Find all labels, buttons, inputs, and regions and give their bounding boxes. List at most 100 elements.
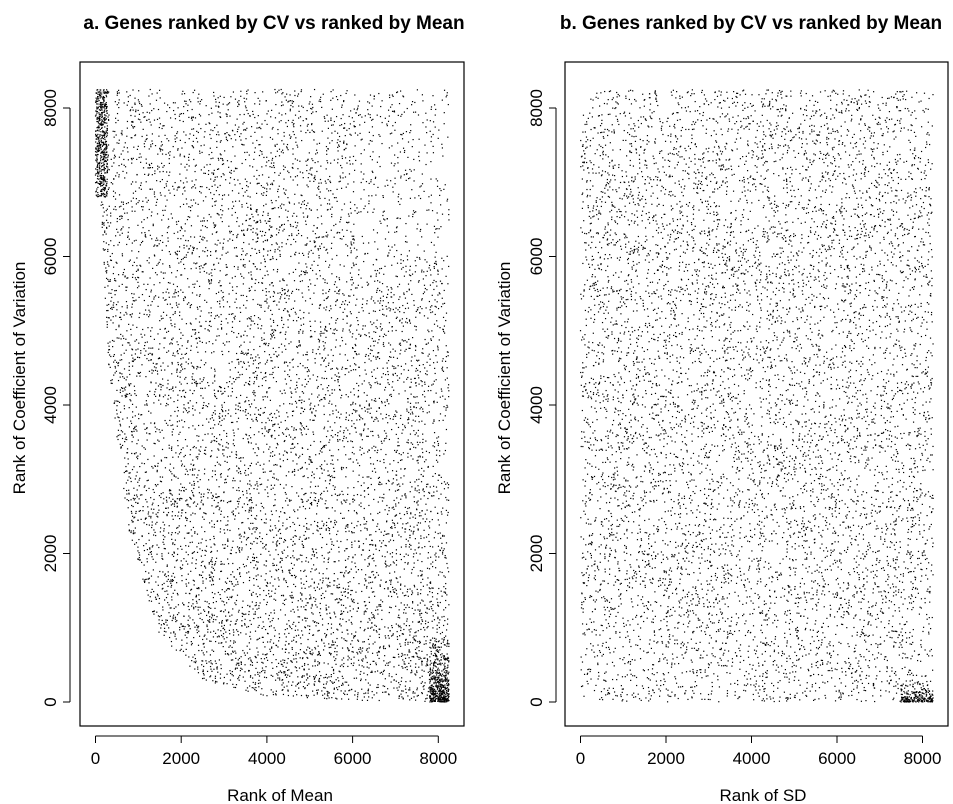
scatter-point — [328, 199, 330, 201]
scatter-point — [263, 338, 265, 340]
scatter-point — [150, 347, 152, 349]
scatter-point — [330, 189, 332, 192]
scatter-point — [445, 275, 447, 277]
scatter-point — [264, 231, 267, 234]
scatter-point — [428, 492, 431, 494]
scatter-point — [223, 563, 225, 565]
scatter-point — [301, 594, 303, 596]
scatter-point — [426, 509, 428, 511]
scatter-point — [440, 590, 442, 592]
scatter-point — [400, 365, 402, 367]
scatter-point — [265, 573, 267, 575]
scatter-point — [136, 471, 138, 473]
scatter-point — [406, 618, 408, 620]
scatter-point — [274, 578, 276, 580]
scatter-point — [128, 426, 130, 428]
scatter-point — [107, 317, 109, 319]
scatter-point — [263, 435, 266, 437]
scatter-point — [396, 479, 398, 481]
scatter-point — [105, 140, 108, 143]
scatter-point — [430, 389, 432, 392]
scatter-point — [191, 660, 193, 662]
scatter-point — [436, 285, 438, 287]
scatter-point — [248, 571, 250, 573]
scatter-point — [329, 439, 331, 441]
scatter-point — [109, 255, 111, 257]
scatter-point — [135, 349, 137, 351]
scatter-point — [180, 261, 182, 263]
scatter-point — [115, 289, 117, 292]
scatter-point — [195, 179, 197, 181]
scatter-point — [317, 630, 319, 632]
scatter-point — [341, 155, 343, 157]
scatter-point — [311, 605, 313, 607]
scatter-point — [187, 340, 189, 342]
scatter-point — [152, 545, 154, 547]
scatter-point — [352, 664, 354, 667]
scatter-point — [328, 676, 330, 678]
scatter-point — [160, 315, 162, 317]
scatter-point — [247, 352, 249, 355]
scatter-point — [138, 200, 140, 202]
scatter-point — [430, 241, 433, 244]
scatter-point — [107, 285, 109, 287]
scatter-point — [172, 337, 174, 339]
scatter-point — [187, 605, 189, 608]
scatter-point — [261, 537, 263, 540]
scatter-point — [412, 531, 414, 533]
scatter-point — [309, 628, 311, 631]
scatter-point — [219, 270, 221, 272]
scatter-point — [328, 323, 331, 325]
scatter-point — [366, 435, 368, 437]
scatter-point — [294, 114, 297, 116]
scatter-point — [216, 301, 219, 303]
scatter-point — [181, 548, 183, 550]
scatter-point — [273, 536, 275, 539]
scatter-point — [342, 467, 345, 469]
scatter-point — [336, 637, 338, 640]
scatter-point — [111, 339, 114, 342]
scatter-point — [162, 166, 164, 168]
scatter-point — [189, 206, 192, 208]
scatter-point — [334, 476, 336, 479]
scatter-point — [218, 622, 221, 624]
scatter-point — [431, 305, 433, 307]
scatter-point — [96, 108, 98, 110]
scatter-point — [219, 531, 221, 533]
scatter-point — [242, 144, 244, 146]
scatter-point — [234, 184, 236, 186]
scatter-point — [165, 205, 167, 207]
scatter-point — [238, 662, 240, 664]
scatter-point — [267, 212, 269, 214]
scatter-point — [419, 641, 421, 643]
scatter-point — [193, 379, 195, 381]
scatter-point — [153, 245, 155, 247]
scatter-point — [226, 132, 228, 134]
scatter-point — [221, 327, 223, 329]
scatter-point — [265, 300, 267, 302]
scatter-point — [298, 345, 300, 347]
scatter-point — [380, 440, 383, 442]
scatter-point — [165, 183, 167, 185]
scatter-point — [312, 269, 314, 272]
scatter-point — [325, 673, 327, 676]
scatter-point — [223, 547, 225, 549]
scatter-point — [373, 498, 375, 501]
scatter-point — [283, 403, 285, 405]
scatter-point — [345, 570, 347, 572]
scatter-point — [392, 482, 394, 484]
scatter-point — [110, 355, 112, 358]
scatter-point — [131, 348, 133, 350]
scatter-point — [412, 516, 414, 518]
scatter-point — [295, 241, 297, 243]
scatter-point — [285, 122, 287, 124]
scatter-point — [414, 377, 416, 380]
scatter-point — [250, 271, 252, 273]
scatter-point — [162, 362, 164, 364]
scatter-point — [161, 219, 163, 221]
scatter-point — [172, 617, 174, 620]
scatter-point — [408, 606, 410, 608]
scatter-point — [348, 295, 350, 297]
scatter-point — [178, 433, 180, 435]
scatter-point — [392, 308, 394, 311]
